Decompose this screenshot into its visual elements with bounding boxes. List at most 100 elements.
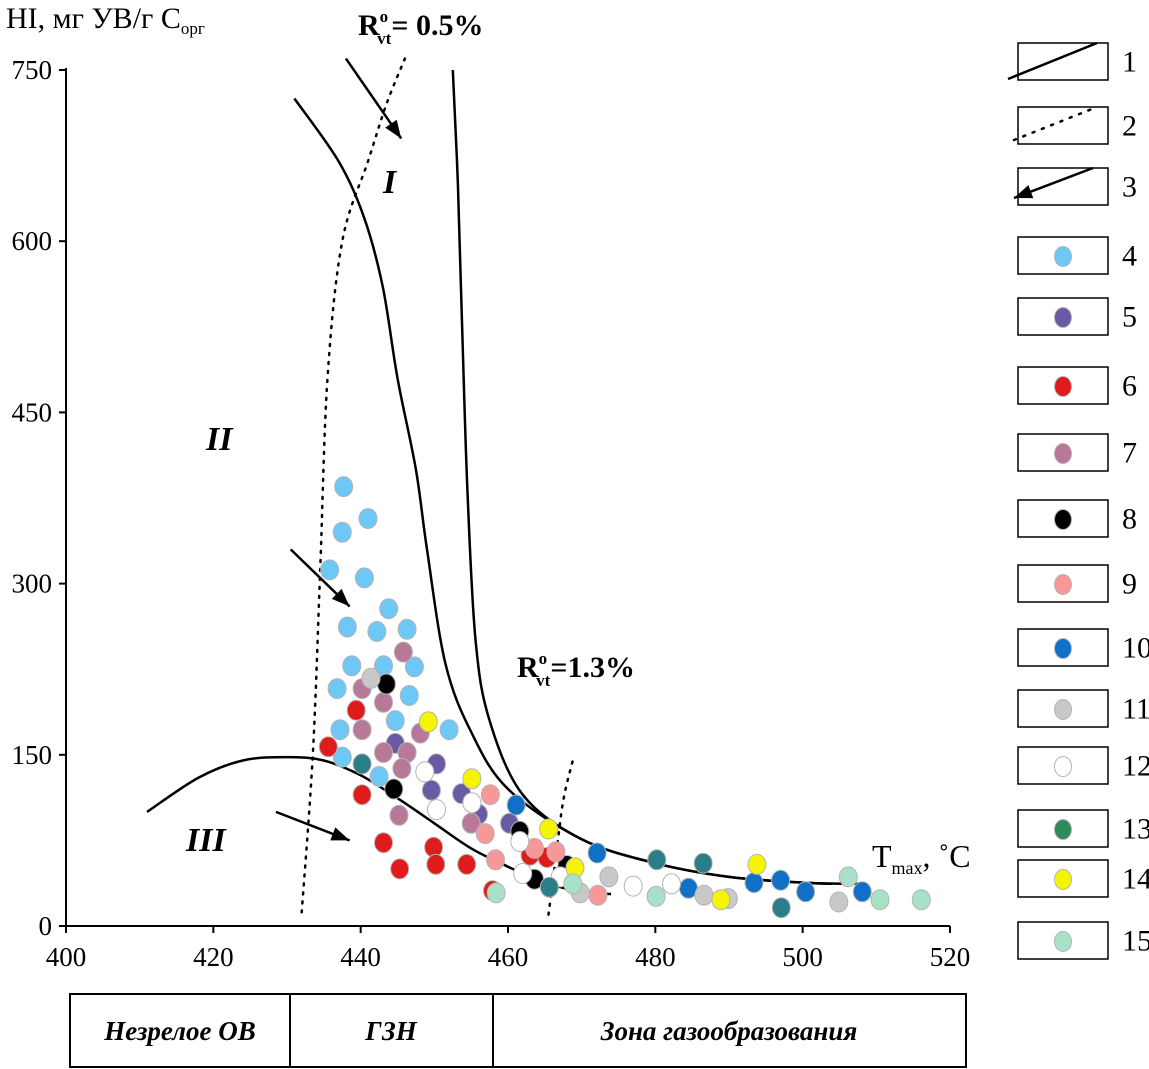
data-point-series-10 bbox=[772, 870, 790, 890]
kerogen-II-boundary-curve bbox=[294, 99, 832, 884]
data-point-series-4 bbox=[386, 711, 404, 731]
y-tick-label: 600 bbox=[12, 226, 53, 256]
data-point-series-4 bbox=[355, 568, 373, 588]
data-point-series-teal bbox=[540, 877, 558, 897]
legend-item-6: 6 bbox=[1018, 367, 1137, 404]
data-point-series-7 bbox=[390, 805, 408, 825]
legend-number: 14 bbox=[1122, 863, 1149, 896]
data-point-series-4 bbox=[380, 599, 398, 619]
legend-number: 8 bbox=[1122, 503, 1137, 536]
legend-item-4: 4 bbox=[1018, 237, 1137, 274]
x-axis-label: Tmax, ˚C bbox=[872, 838, 971, 878]
data-point-series-10 bbox=[745, 873, 763, 893]
data-point-series-9 bbox=[589, 885, 607, 905]
evolution-arrow-3 bbox=[276, 812, 350, 841]
data-point-series-6 bbox=[319, 737, 337, 757]
data-point-series-9 bbox=[547, 842, 565, 862]
legend-item-9: 9 bbox=[1018, 565, 1137, 602]
data-point-series-teal bbox=[694, 853, 712, 873]
data-point-series-12 bbox=[624, 876, 642, 896]
data-point-series-5 bbox=[422, 780, 440, 800]
data-point-series-4 bbox=[328, 679, 346, 699]
legend-item-3: 3 bbox=[1014, 168, 1137, 205]
data-point-series-6 bbox=[391, 859, 409, 879]
data-point-series-9 bbox=[481, 785, 499, 805]
legend-marker bbox=[1055, 757, 1072, 777]
data-point-series-11 bbox=[695, 885, 713, 905]
legend: 123456789101112131415 bbox=[1008, 43, 1149, 959]
data-point-series-15 bbox=[647, 886, 665, 906]
legend-number: 15 bbox=[1122, 925, 1149, 958]
legend-marker bbox=[1055, 308, 1072, 328]
legend-number: 1 bbox=[1122, 46, 1137, 79]
kerogen-label-I: I bbox=[382, 164, 398, 201]
data-point-series-6 bbox=[427, 854, 445, 874]
legend-item-14: 14 bbox=[1018, 860, 1149, 897]
data-point-series-4 bbox=[440, 720, 458, 740]
legend-box bbox=[1018, 43, 1108, 80]
maturity-zones-bar: Незрелое ОВ ГЗН Зона газообразования bbox=[70, 994, 966, 1067]
legend-box bbox=[1018, 168, 1108, 205]
legend-number: 9 bbox=[1122, 568, 1137, 601]
data-point-series-teal bbox=[648, 850, 666, 870]
legend-marker bbox=[1055, 932, 1072, 952]
y-tick-label: 0 bbox=[39, 911, 53, 941]
data-point-series-14 bbox=[748, 854, 766, 874]
data-point-series-14 bbox=[419, 712, 437, 732]
kerogen-label-III: III bbox=[185, 822, 227, 859]
legend-marker bbox=[1055, 639, 1072, 659]
data-point-series-10 bbox=[507, 795, 525, 815]
zone-label-2: ГЗН bbox=[364, 1016, 418, 1046]
x-tick-label: 400 bbox=[46, 942, 87, 972]
data-point-series-14 bbox=[712, 890, 730, 910]
data-point-series-15 bbox=[487, 883, 505, 903]
legend-item-13: 13 bbox=[1018, 810, 1149, 847]
legend-item-10: 10 bbox=[1018, 629, 1149, 666]
y-tick-label: 300 bbox=[12, 569, 53, 599]
data-point-series-10 bbox=[797, 882, 815, 902]
legend-item-12: 12 bbox=[1018, 747, 1149, 784]
data-point-series-12 bbox=[416, 762, 434, 782]
annotations: I II III Ro vt= 0.5% Ro vt=1.3% Tmax, ˚C bbox=[185, 7, 971, 878]
data-point-series-teal bbox=[772, 898, 790, 918]
legend-marker bbox=[1055, 700, 1072, 720]
data-point-series-14 bbox=[463, 769, 481, 789]
data-point-series-7 bbox=[375, 743, 393, 763]
legend-number: 11 bbox=[1122, 693, 1149, 726]
data-point-series-12 bbox=[428, 800, 446, 820]
legend-item-8: 8 bbox=[1018, 500, 1137, 537]
data-point-series-4 bbox=[331, 720, 349, 740]
data-point-series-12 bbox=[463, 793, 481, 813]
data-point-series-9 bbox=[476, 824, 494, 844]
legend-box bbox=[1018, 107, 1108, 144]
legend-item-7: 7 bbox=[1018, 434, 1137, 471]
data-point-series-4 bbox=[335, 477, 353, 497]
data-point-series-9 bbox=[487, 850, 505, 870]
legend-marker bbox=[1055, 377, 1072, 397]
legend-marker bbox=[1055, 870, 1072, 890]
legend-number: 12 bbox=[1122, 750, 1149, 783]
x-tick-label: 500 bbox=[782, 942, 823, 972]
data-point-series-11 bbox=[600, 867, 618, 887]
data-point-series-6 bbox=[347, 700, 365, 720]
legend-number: 7 bbox=[1122, 437, 1137, 470]
data-point-series-15 bbox=[871, 890, 889, 910]
y-tick-label: 150 bbox=[12, 740, 53, 770]
data-point-series-15 bbox=[912, 890, 930, 910]
legend-number: 6 bbox=[1122, 370, 1137, 403]
legend-number: 13 bbox=[1122, 813, 1149, 846]
data-point-series-teal bbox=[353, 754, 371, 774]
ro-05-label: Ro vt= 0.5% bbox=[358, 7, 483, 48]
arrow-head bbox=[330, 827, 349, 840]
data-point-series-6 bbox=[353, 785, 371, 805]
data-point-series-12 bbox=[663, 874, 681, 894]
y-tick-label: 450 bbox=[12, 397, 53, 427]
data-point-series-4 bbox=[398, 619, 416, 639]
zone-label-3: Зона газообразования bbox=[600, 1016, 858, 1046]
data-point-series-6 bbox=[458, 854, 476, 874]
ro-13-label: Ro vt=1.3% bbox=[517, 649, 635, 690]
data-point-series-4 bbox=[370, 767, 388, 787]
legend-number: 3 bbox=[1122, 171, 1137, 204]
data-point-series-7 bbox=[353, 720, 371, 740]
data-point-series-10 bbox=[588, 843, 606, 863]
